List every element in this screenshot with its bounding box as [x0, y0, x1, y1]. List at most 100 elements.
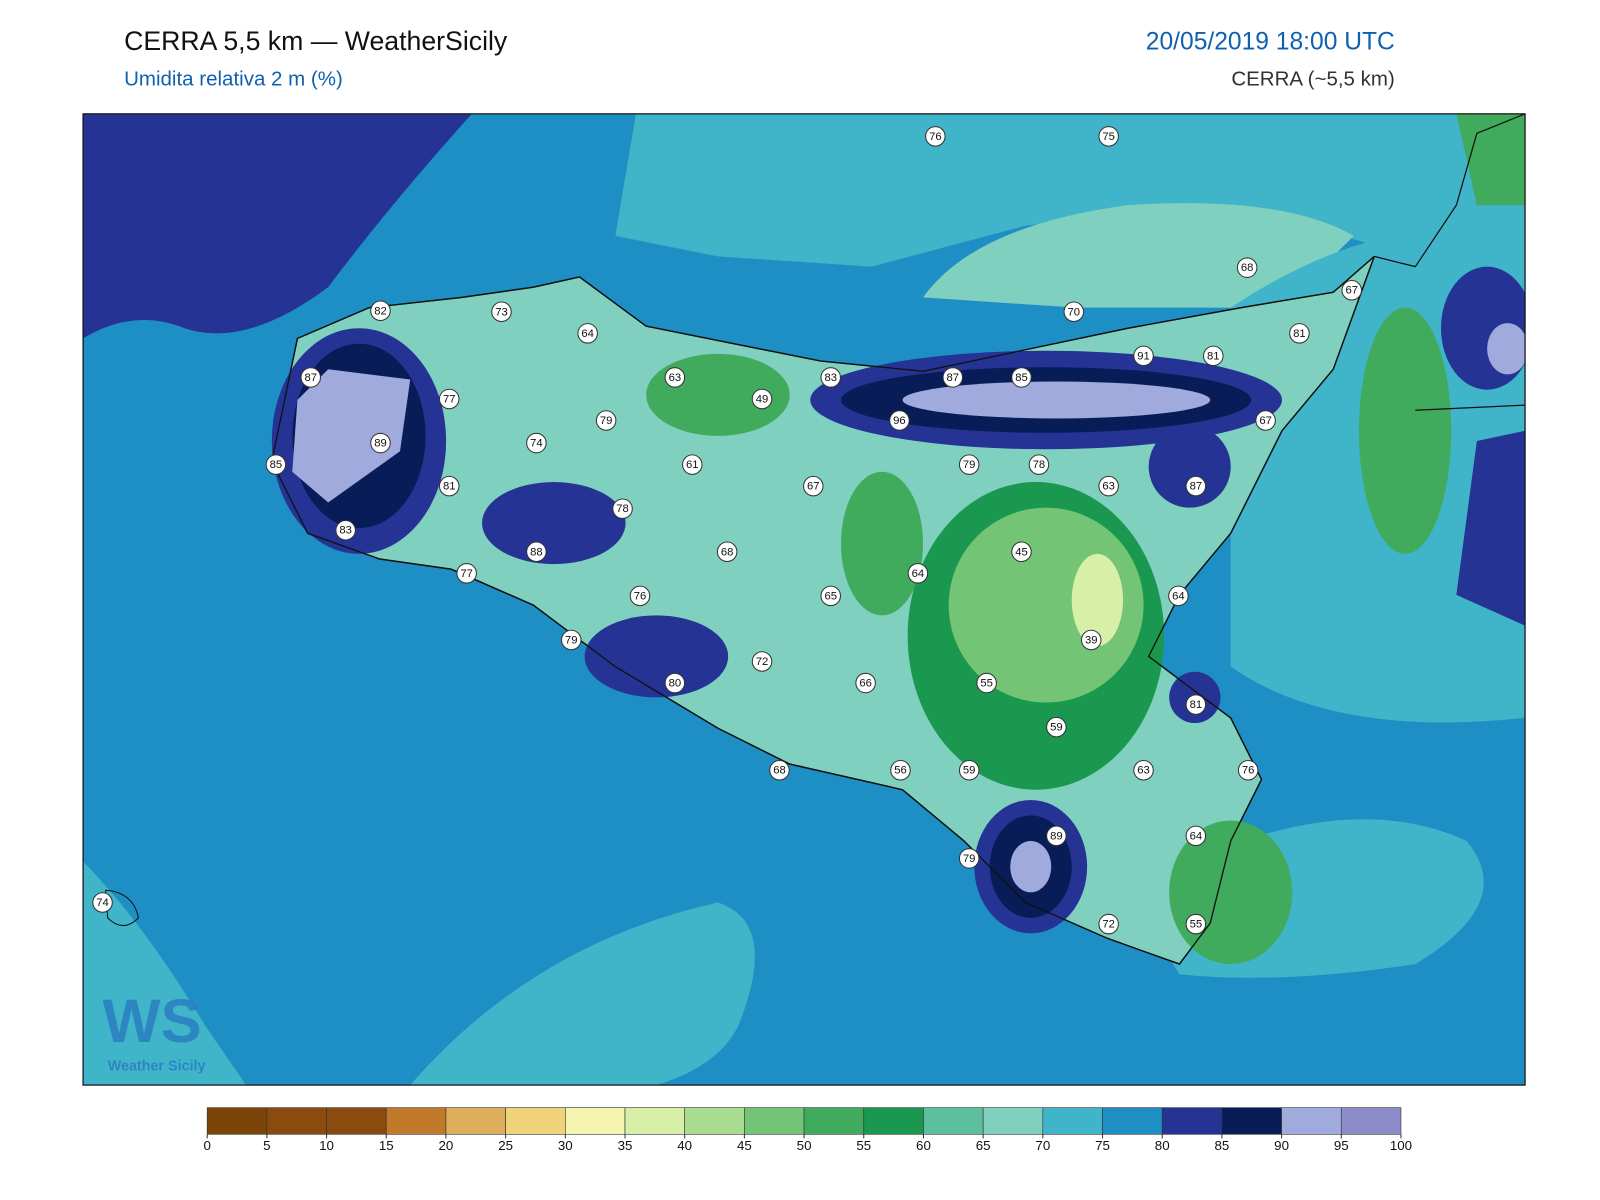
station-marker — [300, 367, 322, 388]
station-value: 79 — [963, 853, 976, 865]
station-marker — [265, 454, 287, 475]
station-value: 64 — [1172, 590, 1185, 602]
station-value: 68 — [773, 765, 786, 777]
station-value: 87 — [304, 372, 317, 384]
colorbar-segment — [565, 1107, 626, 1135]
station-value: 73 — [495, 306, 508, 318]
station-value: 74 — [96, 897, 109, 909]
colorbar-tick-label: 100 — [1390, 1138, 1412, 1153]
station-marker — [820, 367, 841, 388]
station-marker — [1133, 345, 1154, 367]
colorbar-tick-label: 35 — [618, 1138, 633, 1153]
station-value: 76 — [634, 590, 647, 602]
colorbar-tick-label: 10 — [319, 1138, 334, 1153]
station-value: 96 — [893, 415, 906, 427]
colorbar-tick-label: 95 — [1334, 1138, 1349, 1153]
station-value: 81 — [443, 481, 456, 493]
station-value: 64 — [1190, 830, 1203, 842]
colorbar: 0 5 10 15 20 25 30 35 40 45 50 55 60 65 70 75 80 85 90 95 10… — [203, 1107, 1412, 1153]
colorbar-segment — [445, 1107, 506, 1135]
station-marker — [716, 541, 738, 563]
station-value: 67 — [1345, 285, 1358, 297]
station-value: 64 — [581, 328, 594, 340]
station-value: 79 — [600, 415, 613, 427]
station-marker — [890, 759, 911, 781]
station-value: 77 — [460, 568, 473, 580]
colorbar-tick-label: 90 — [1274, 1138, 1289, 1153]
station-value: 81 — [1293, 328, 1306, 340]
station-value: 78 — [1033, 459, 1046, 471]
station-value: 68 — [721, 546, 734, 558]
colorbar-segment — [982, 1107, 1044, 1135]
station-marker — [682, 454, 703, 475]
station-marker — [1236, 257, 1258, 278]
colorbar-tick-label: 0 — [203, 1138, 210, 1153]
station-value: 72 — [1102, 919, 1115, 931]
station-value: 75 — [1102, 131, 1115, 143]
station-marker — [438, 475, 460, 497]
station-value: 87 — [1190, 481, 1203, 493]
station-value: 55 — [980, 678, 993, 690]
station-value: 72 — [756, 656, 769, 668]
station-marker — [664, 367, 686, 388]
station-marker — [1237, 759, 1259, 781]
station-marker — [526, 432, 547, 454]
station-marker — [1080, 629, 1102, 651]
station-value: 76 — [929, 131, 942, 143]
station-marker — [942, 367, 964, 388]
colorbar-segment — [326, 1107, 387, 1135]
station-marker — [1185, 825, 1207, 847]
colorbar-segment — [803, 1107, 865, 1135]
logo-mark: WS — [103, 987, 202, 1056]
station-marker — [1133, 759, 1154, 781]
station-value: 49 — [756, 393, 769, 405]
station-marker — [577, 323, 598, 344]
station-marker — [1185, 475, 1207, 497]
title: CERRA 5,5 km — WeatherSicily — [124, 26, 508, 56]
colorbar-tick-label: 40 — [677, 1138, 692, 1153]
colorbar-tick-label: 70 — [1035, 1138, 1050, 1153]
station-marker — [976, 672, 997, 694]
colorbar-segment — [863, 1107, 924, 1135]
station-marker — [92, 892, 113, 913]
station-marker — [751, 388, 773, 410]
station-value: 82 — [374, 305, 387, 317]
colorbar-segment — [385, 1107, 447, 1135]
station-marker — [1098, 126, 1119, 147]
stations: 76 75 68 67 70 81 82 73 64 91 81 87 63 83 87 85 77 49 79 96… — [92, 126, 1362, 935]
colorbar-tick-label: 80 — [1155, 1138, 1170, 1153]
station-value: 91 — [1137, 350, 1150, 362]
station-marker — [1011, 541, 1032, 563]
station-marker — [907, 563, 929, 584]
colorbar-segment — [1281, 1107, 1342, 1135]
station-value: 89 — [374, 438, 387, 450]
station-marker — [1046, 825, 1067, 847]
station-value: 56 — [894, 765, 907, 777]
station-value: 80 — [669, 678, 682, 690]
station-marker — [612, 498, 633, 519]
station-marker — [1046, 716, 1067, 738]
colorbar-tick-label: 20 — [439, 1138, 454, 1153]
station-value: 78 — [616, 503, 629, 515]
colorbar-tick-label: 15 — [379, 1138, 394, 1153]
station-value: 79 — [565, 634, 578, 646]
station-marker — [370, 300, 391, 322]
map-frame — [82, 113, 1526, 1086]
station-marker — [456, 563, 477, 584]
station-marker — [1063, 301, 1085, 323]
colorbar-tick-label: 85 — [1214, 1138, 1229, 1153]
station-marker — [769, 759, 790, 781]
station-value: 63 — [1137, 765, 1150, 777]
station-marker — [491, 301, 512, 323]
station-marker — [820, 585, 841, 607]
station-value: 76 — [1242, 765, 1255, 777]
station-value: 39 — [1085, 634, 1098, 646]
station-marker — [595, 410, 617, 431]
station-value: 63 — [669, 372, 682, 384]
station-value: 67 — [1259, 415, 1272, 427]
colorbar-segment — [1221, 1107, 1282, 1135]
station-value: 77 — [443, 393, 456, 405]
station-marker — [958, 759, 980, 781]
colorbar-tick-label: 25 — [498, 1138, 513, 1153]
colorbar-segment — [1340, 1107, 1402, 1135]
